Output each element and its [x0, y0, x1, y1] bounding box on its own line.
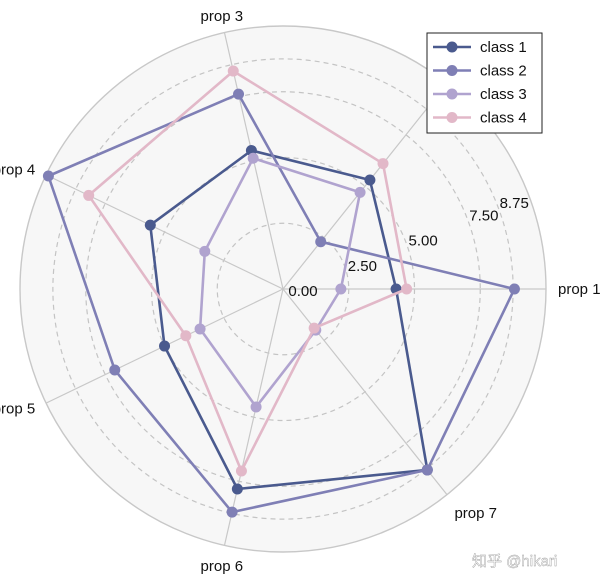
legend-label: class 4 — [480, 110, 527, 127]
radial-tick-label: 0.00 — [288, 283, 317, 300]
watermark: 知乎 @hikari — [472, 553, 557, 570]
axis-label: prop 4 — [0, 162, 35, 179]
data-point — [199, 245, 211, 257]
radial-tick-label: 7.50 — [469, 208, 498, 225]
data-point — [315, 236, 327, 248]
radial-tick-label: 5.00 — [408, 233, 437, 250]
data-point — [83, 189, 95, 201]
legend-label: class 3 — [480, 86, 527, 103]
data-point — [144, 219, 156, 231]
axis-label: prop 7 — [454, 505, 497, 522]
data-point — [231, 483, 243, 495]
data-point — [227, 65, 239, 77]
legend-label: class 2 — [480, 63, 527, 80]
axis-labels: prop 1 prop 3 prop 4 prop 5 prop 6 prop 7 — [0, 8, 600, 575]
legend-marker — [446, 112, 458, 123]
series-4 — [83, 65, 413, 477]
data-point — [194, 323, 206, 335]
data-point — [159, 340, 171, 352]
series-2 — [42, 88, 520, 518]
data-point — [233, 88, 245, 100]
data-point — [508, 283, 520, 295]
series-line — [149, 149, 429, 491]
axis-spoke — [282, 288, 448, 495]
data-point — [421, 464, 433, 476]
data-point — [250, 401, 262, 413]
series-layer — [42, 65, 520, 518]
series-line — [47, 92, 516, 514]
legend-marker — [446, 65, 458, 76]
legend-marker — [446, 88, 458, 100]
axis-label: prop 6 — [201, 558, 244, 575]
data-point — [364, 174, 376, 186]
data-point — [42, 170, 54, 182]
legend-label: class 1 — [480, 39, 527, 56]
axis-label: prop 3 — [201, 8, 244, 25]
radial-tick-labels: 0.00 2.50 5.00 7.508.75 — [288, 195, 528, 300]
data-point — [226, 506, 238, 518]
data-point — [377, 158, 389, 170]
data-point — [109, 364, 121, 376]
data-point — [235, 465, 247, 477]
data-point — [354, 186, 366, 198]
data-point — [180, 330, 192, 342]
axis-spoke — [282, 83, 448, 290]
data-point — [401, 283, 413, 295]
axis-label: prop 1 — [558, 281, 600, 298]
legend: class 1 class 2 class 3 class 4 — [426, 32, 543, 134]
legend-marker — [446, 41, 458, 53]
radial-tick-label: 2.50 — [348, 258, 377, 275]
axis-label: prop 5 — [0, 400, 35, 417]
series-line — [87, 69, 408, 473]
data-point — [247, 152, 259, 164]
data-point — [335, 283, 347, 295]
radial-tick-label: 8.75 — [500, 195, 529, 212]
axis-spoke — [223, 288, 284, 546]
data-point — [308, 322, 320, 334]
